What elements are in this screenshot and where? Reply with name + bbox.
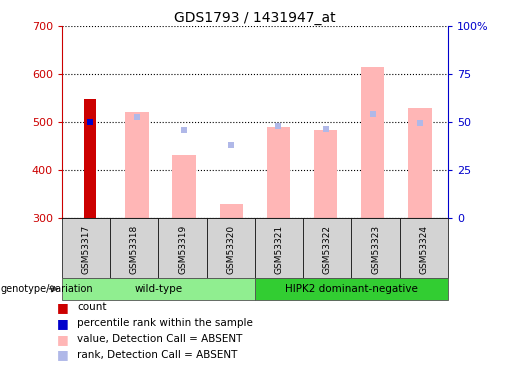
Text: ■: ■: [57, 317, 68, 330]
Text: ■: ■: [57, 348, 68, 361]
Text: ■: ■: [57, 301, 68, 314]
Text: value, Detection Call = ABSENT: value, Detection Call = ABSENT: [77, 334, 243, 344]
Text: HIPK2 dominant-negative: HIPK2 dominant-negative: [285, 284, 418, 294]
Bar: [361, 67, 385, 218]
Text: count: count: [77, 303, 107, 312]
Text: GSM53322: GSM53322: [323, 225, 332, 274]
Text: wild-type: wild-type: [134, 284, 182, 294]
Text: rank, Detection Call = ABSENT: rank, Detection Call = ABSENT: [77, 350, 237, 360]
Bar: [267, 127, 290, 218]
Text: GSM53318: GSM53318: [130, 225, 139, 274]
Bar: [408, 108, 432, 217]
Bar: [219, 204, 243, 218]
Text: GSM53321: GSM53321: [274, 225, 284, 274]
Bar: [314, 130, 337, 218]
Text: genotype/variation: genotype/variation: [1, 284, 93, 294]
Text: ■: ■: [57, 333, 68, 346]
Bar: [84, 99, 96, 218]
Text: GSM53317: GSM53317: [81, 225, 91, 274]
Text: GSM53319: GSM53319: [178, 225, 187, 274]
Text: percentile rank within the sample: percentile rank within the sample: [77, 318, 253, 328]
Text: GSM53324: GSM53324: [419, 225, 428, 274]
Text: GSM53323: GSM53323: [371, 225, 380, 274]
Text: GSM53320: GSM53320: [226, 225, 235, 274]
Bar: [125, 112, 149, 218]
Bar: [173, 155, 196, 218]
Title: GDS1793 / 1431947_at: GDS1793 / 1431947_at: [174, 11, 336, 25]
